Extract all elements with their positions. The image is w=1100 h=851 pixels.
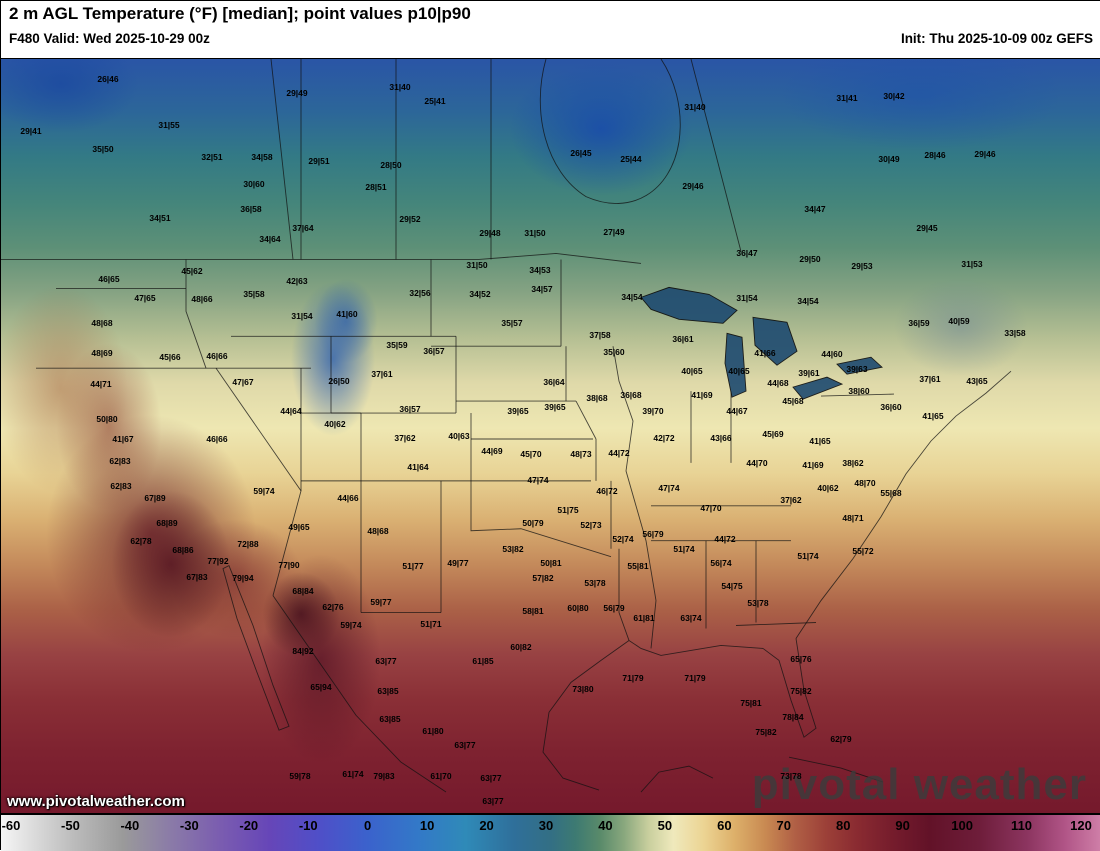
colorbar-tick-label: -40 xyxy=(120,818,140,833)
colorbar-tick-label: 110 xyxy=(1011,818,1033,833)
colorbar-tick-label: 80 xyxy=(835,818,851,833)
colorbar-tick-label: 40 xyxy=(598,818,613,833)
colorbar-tick-label: 10 xyxy=(419,818,435,833)
colorbar-tick-label: 50 xyxy=(657,818,673,833)
colorbar-tick-label: 60 xyxy=(717,818,732,833)
colorbar-tick-label: 120 xyxy=(1070,818,1092,833)
colorbar-tick-label: 70 xyxy=(776,818,791,833)
colorbar-tick-label: 0 xyxy=(364,818,372,833)
site-url-label: www.pivotalweather.com xyxy=(7,793,185,810)
valid-time-label: F480 Valid: Wed 2025-10-29 00z xyxy=(9,31,210,46)
pivotal-weather-watermark: pivotal weather xyxy=(751,760,1087,809)
state-boundaries xyxy=(1,59,1012,793)
map-header: 2 m AGL Temperature (°F) [median]; point… xyxy=(1,1,1100,58)
colorbar-tick-label: 30 xyxy=(538,818,554,833)
colorbar-tick-label: -10 xyxy=(298,818,318,833)
colorbar-ticks: -60 -50 -40 -30 -20 -10 0 10 20 30 40 50 60 70 80 90 100… xyxy=(1,815,1100,851)
colorbar-tick-label: -30 xyxy=(179,818,199,833)
init-time-label: Init: Thu 2025-10-09 00z GEFS xyxy=(900,31,1093,46)
map-image: pivotal weather www.pivotalweather.com xyxy=(1,58,1100,814)
temperature-shading xyxy=(1,59,1100,813)
colorbar: -60 -50 -40 -30 -20 -10 0 10 20 30 40 50 60 70 80 90 100… xyxy=(1,814,1100,851)
colorbar-tick-label: 100 xyxy=(951,818,973,833)
great-lakes xyxy=(640,286,883,400)
colorbar-tick-label: -50 xyxy=(61,818,80,833)
page-title: 2 m AGL Temperature (°F) [median]; point… xyxy=(9,4,471,23)
colorbar-tick-label: -20 xyxy=(239,818,259,833)
colorbar-tick-label: 20 xyxy=(479,818,494,833)
colorbar-tick-label: 90 xyxy=(895,818,910,833)
colorbar-tick-label: -60 xyxy=(1,818,21,833)
